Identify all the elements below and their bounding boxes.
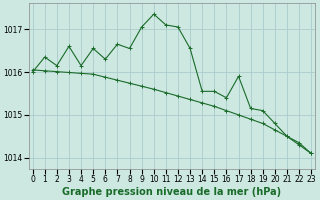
X-axis label: Graphe pression niveau de la mer (hPa): Graphe pression niveau de la mer (hPa) [62,187,282,197]
